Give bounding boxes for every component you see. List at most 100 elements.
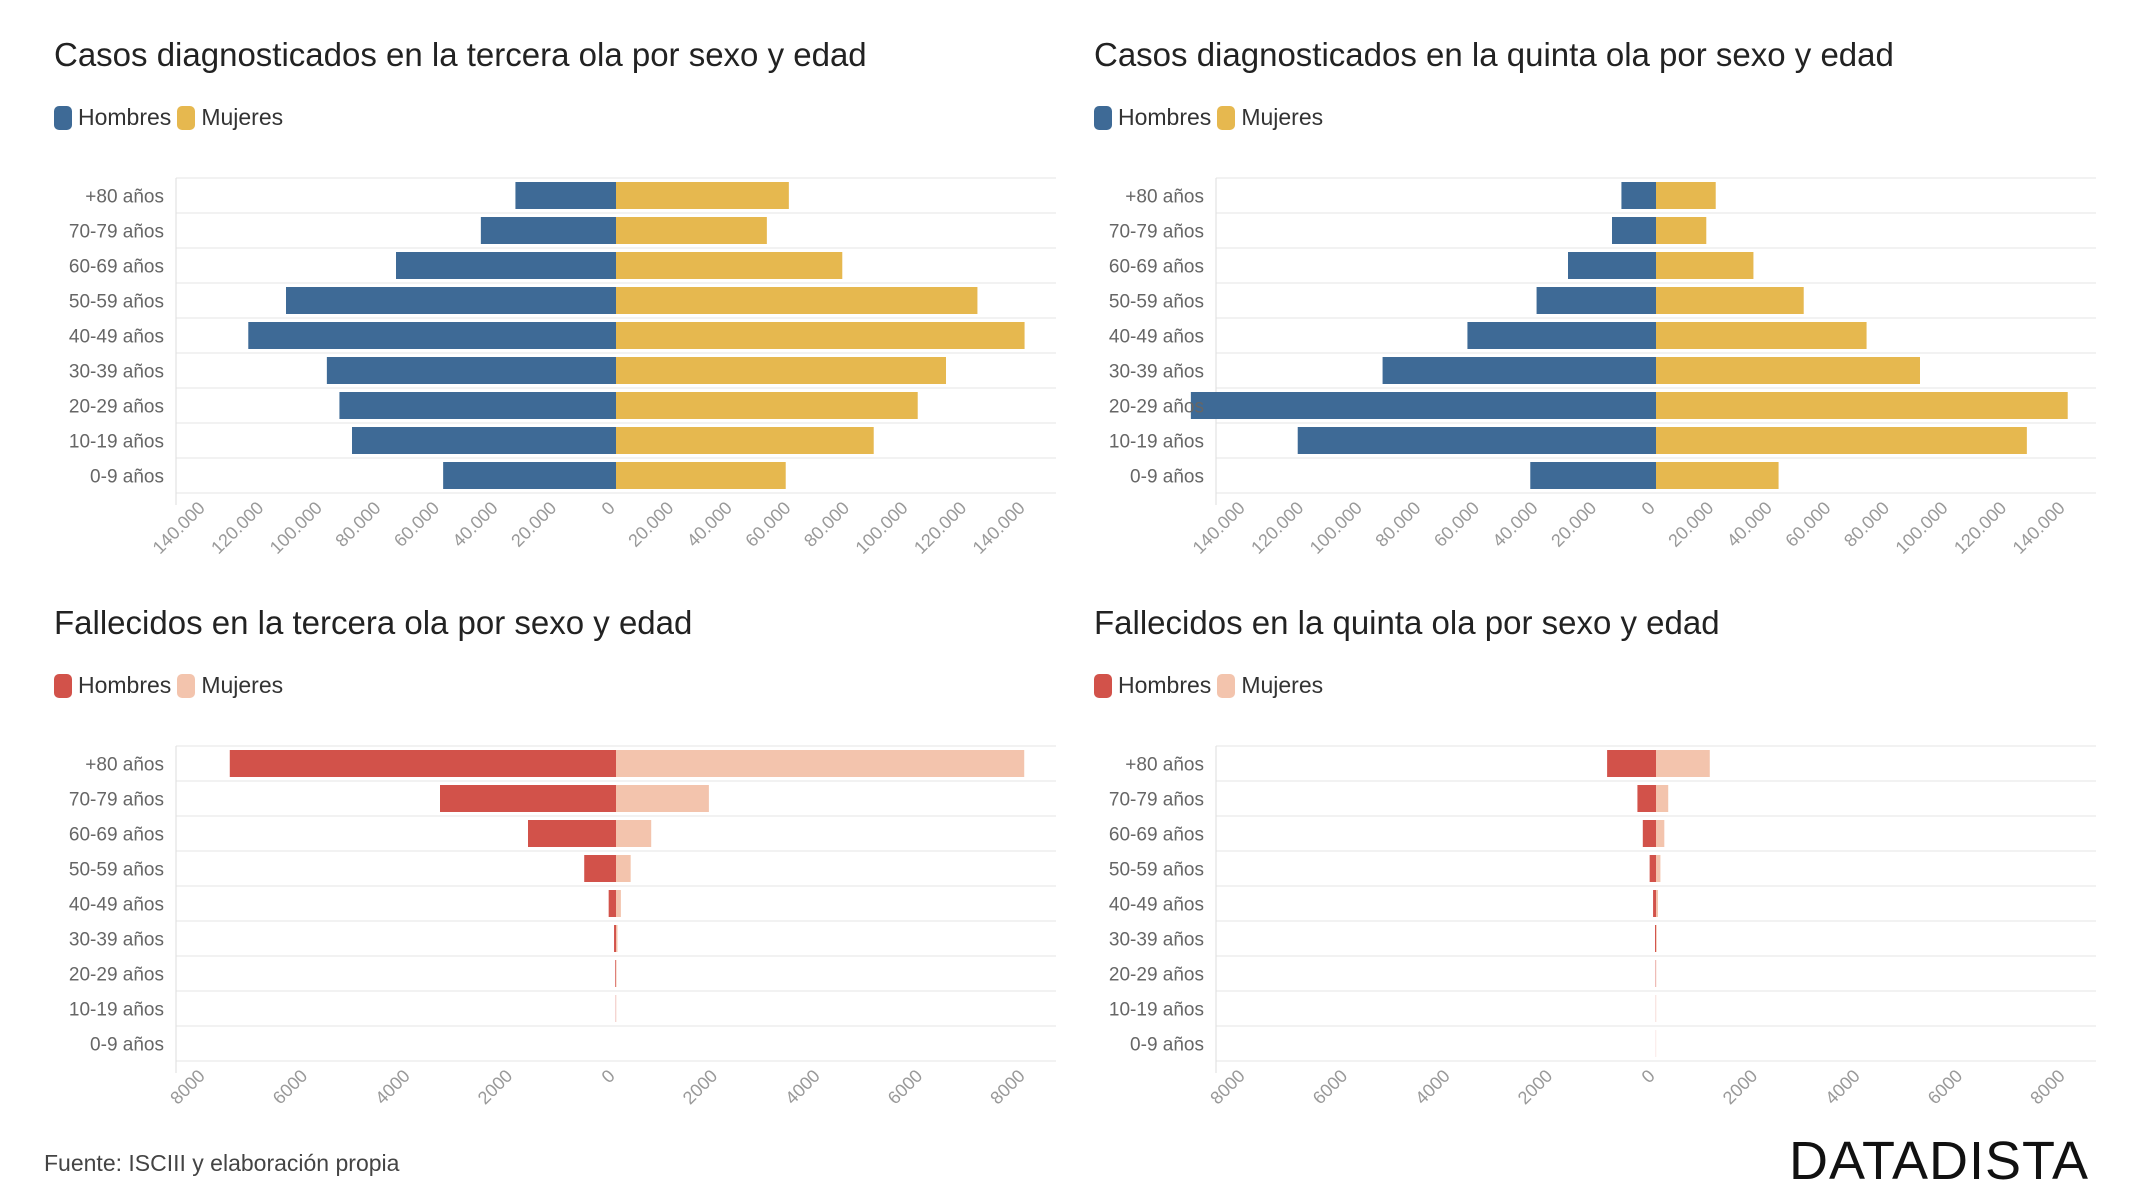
- bar-hombres: [1642, 820, 1656, 847]
- bar-hombres: [352, 427, 616, 454]
- x-tick-label: 0: [1638, 1066, 1659, 1087]
- x-tick-label: 60.000: [390, 498, 443, 551]
- category-label: 60-69 años: [1109, 825, 1204, 846]
- category-label: 70-79 años: [69, 790, 164, 811]
- bar-mujeres: [1656, 392, 2068, 419]
- bar-hombres: [1621, 182, 1656, 209]
- category-label: 70-79 años: [1109, 790, 1204, 811]
- legend-item-hombres: Hombres: [54, 104, 171, 131]
- bar-mujeres: [1656, 925, 1657, 952]
- bar-hombres: [528, 820, 616, 847]
- x-tick-label: 40.000: [449, 498, 502, 551]
- chart-legend: Hombres Mujeres: [1094, 104, 1329, 131]
- bar-hombres: [286, 287, 616, 314]
- category-label: 20-29 años: [1109, 965, 1204, 986]
- bar-hombres: [614, 925, 616, 952]
- bar-mujeres: [616, 427, 874, 454]
- bar-hombres: [1382, 357, 1656, 384]
- category-label: 70-79 años: [69, 222, 164, 243]
- bar-mujeres: [1656, 890, 1658, 917]
- pyramid-chart: +80 años 70-79 años 60-69 años 50-59 años 40…: [1109, 177, 2096, 558]
- bar-mujeres: [1656, 785, 1669, 812]
- x-tick-label: 20.000: [1547, 498, 1600, 551]
- bar-mujeres: [1656, 252, 1754, 279]
- category-label: 40-49 años: [1109, 895, 1204, 916]
- x-tick-label: 6000: [1924, 1066, 1966, 1108]
- legend-label: Hombres: [1118, 672, 1212, 698]
- category-label: 50-59 años: [1109, 292, 1204, 313]
- category-label: 10-19 años: [1109, 1000, 1204, 1021]
- bar-hombres: [326, 357, 616, 384]
- bar-mujeres: [1656, 287, 1804, 314]
- bar-hombres: [1467, 322, 1656, 349]
- x-tick-label: 120.000: [207, 498, 267, 558]
- bar-hombres: [1637, 785, 1656, 812]
- x-tick-label: 40.000: [683, 498, 736, 551]
- bar-hombres: [1649, 855, 1656, 882]
- x-tick-label: 20.000: [624, 498, 677, 551]
- bar-mujeres: [1656, 427, 2027, 454]
- x-tick-label: 80.000: [1371, 498, 1424, 551]
- bar-mujeres: [616, 750, 1025, 777]
- source-note: Fuente: ISCIII y elaboración propia: [44, 1150, 400, 1176]
- bar-mujeres: [1656, 855, 1661, 882]
- x-tick-label: 4000: [1411, 1066, 1453, 1108]
- category-label: 0-9 años: [90, 467, 164, 488]
- bar-hombres: [608, 890, 616, 917]
- category-label: 10-19 años: [1109, 432, 1204, 453]
- x-tick-label: 120.000: [1950, 498, 2010, 558]
- legend-swatch: [54, 673, 72, 698]
- x-tick-label: 80.000: [331, 498, 384, 551]
- bar-hombres: [248, 322, 617, 349]
- bar-mujeres: [616, 820, 652, 847]
- legend-item-mujeres: Mujeres: [177, 104, 283, 131]
- bar-mujeres: [1656, 182, 1716, 209]
- category-label: 0-9 años: [90, 1035, 164, 1056]
- bar-mujeres: [1656, 217, 1707, 244]
- category-label: 20-29 años: [1109, 397, 1204, 418]
- category-label: 60-69 años: [1109, 257, 1204, 278]
- bar-mujeres: [1656, 357, 1920, 384]
- legend-swatch: [177, 673, 196, 698]
- legend-item-hombres: Hombres: [54, 672, 171, 699]
- pyramid-chart: +80 años 70-79 años 60-69 años 50-59 años 40…: [69, 177, 1056, 558]
- bar-mujeres: [616, 357, 946, 384]
- category-label: 40-49 años: [1109, 327, 1204, 348]
- bar-mujeres: [616, 252, 843, 279]
- legend-item-mujeres: Mujeres: [1217, 672, 1323, 699]
- x-tick-label: 8000: [986, 1066, 1028, 1108]
- x-tick-label: 120.000: [910, 498, 970, 558]
- legend-label: Hombres: [78, 672, 172, 698]
- legend-label: Mujeres: [1241, 672, 1324, 698]
- legend-item-hombres: Hombres: [1094, 104, 1211, 131]
- bar-mujeres: [1656, 750, 1710, 777]
- x-tick-label: 140.000: [149, 498, 209, 558]
- bar-mujeres: [616, 890, 621, 917]
- legend-item-hombres: Hombres: [1094, 672, 1211, 699]
- chart-title: Fallecidos en la quinta ola por sexo y e…: [1094, 604, 1720, 641]
- x-tick-label: 100.000: [266, 498, 326, 558]
- bar-hombres: [1530, 462, 1656, 489]
- pyramid-chart: +80 años 70-79 años 60-69 años 50-59 años 40…: [69, 745, 1056, 1108]
- bar-mujeres: [616, 855, 631, 882]
- bar-hombres: [615, 960, 616, 987]
- bar-mujeres: [616, 287, 978, 314]
- x-tick-label: 60.000: [741, 498, 794, 551]
- bar-mujeres: [1656, 462, 1779, 489]
- bar-hombres: [1612, 217, 1656, 244]
- pyramid-chart: +80 años 70-79 años 60-69 años 50-59 años 40…: [1109, 745, 2096, 1108]
- chart-title: Fallecidos en la tercera ola por sexo y …: [54, 604, 693, 641]
- category-label: +80 años: [85, 187, 164, 208]
- x-tick-label: 6000: [884, 1066, 926, 1108]
- bar-hombres: [339, 392, 616, 419]
- x-tick-label: 140.000: [1189, 498, 1249, 558]
- x-tick-label: 0: [598, 1066, 619, 1087]
- category-label: 10-19 años: [69, 432, 164, 453]
- category-label: 40-49 años: [69, 327, 164, 348]
- chart-legend: Hombres Mujeres: [1094, 672, 1329, 699]
- category-label: +80 años: [85, 755, 164, 776]
- x-tick-label: 100.000: [1892, 498, 1952, 558]
- x-tick-label: 0: [1638, 498, 1659, 519]
- category-label: 0-9 años: [1130, 467, 1204, 488]
- x-tick-label: 60.000: [1781, 498, 1834, 551]
